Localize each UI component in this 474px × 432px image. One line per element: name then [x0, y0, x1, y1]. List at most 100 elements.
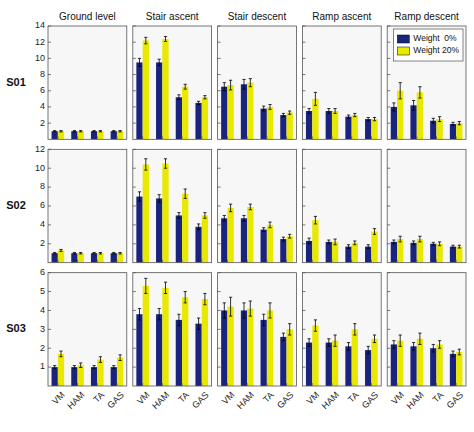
x-tick: [416, 260, 417, 263]
error-bar: [373, 117, 376, 120]
error-bar: [458, 245, 461, 248]
y-tick: [133, 243, 136, 244]
bar: [371, 119, 377, 139]
bar: [195, 227, 201, 263]
x-tick: [312, 260, 313, 263]
plot-frame: [218, 149, 297, 262]
marks: [306, 92, 378, 139]
x-tick: [77, 260, 78, 263]
bar: [450, 354, 456, 386]
error-bar: [288, 234, 291, 238]
x-tick-label: TA: [346, 390, 361, 405]
bar: [136, 314, 142, 386]
error-bar: [164, 159, 167, 168]
bar: [117, 358, 123, 386]
bar: [371, 232, 377, 263]
y-tick-label: 2: [40, 238, 45, 248]
marks: [52, 351, 124, 386]
x-tick: [331, 383, 332, 386]
x-tick: [247, 260, 248, 263]
bar: [410, 243, 416, 263]
error-bar: [59, 351, 62, 357]
bar: [391, 107, 397, 139]
x-tick: [162, 383, 163, 386]
error-bar: [73, 252, 76, 254]
y-tick-label: 4: [40, 305, 45, 315]
x-tick: [227, 136, 228, 139]
bar: [417, 92, 423, 139]
bar: [162, 288, 168, 386]
y-tick: [48, 310, 51, 311]
x-tick: [397, 136, 398, 139]
panel: 24681012S02: [6, 144, 127, 263]
y-tick: [133, 224, 136, 225]
error-bar: [451, 122, 454, 125]
x-tick: [371, 136, 372, 139]
error-bar: [334, 109, 337, 114]
y-tick: [302, 106, 305, 107]
bar: [91, 367, 97, 386]
y-tick: [133, 123, 136, 124]
bar: [136, 62, 142, 139]
bar: [280, 239, 286, 263]
x-tick: [97, 260, 98, 263]
bar: [371, 339, 377, 386]
y-tick: [387, 26, 390, 27]
y-tick: [302, 187, 305, 188]
y-tick: [48, 106, 51, 107]
bar: [241, 84, 247, 139]
bar: [430, 244, 436, 263]
bar: [456, 352, 462, 386]
panel-title: Ramp ascent: [312, 11, 371, 22]
plot-frame: [48, 273, 127, 386]
y-tick: [302, 224, 305, 225]
bar: [287, 329, 293, 386]
plot-background: [302, 273, 381, 386]
x-tick-label: HAM: [150, 390, 171, 411]
bar: [97, 253, 103, 262]
error-bar: [229, 204, 232, 212]
plot-frame: [387, 149, 466, 262]
y-tick: [218, 243, 221, 244]
bar: [450, 247, 456, 263]
panel: Stair descent: [218, 11, 297, 139]
bar: [261, 320, 267, 386]
y-tick: [48, 187, 51, 188]
error-bar: [229, 297, 232, 316]
error-bar: [73, 366, 76, 369]
y-tick: [302, 243, 305, 244]
y-tick: [302, 42, 305, 43]
bar: [182, 297, 188, 386]
error-bar: [53, 366, 56, 369]
error-bar: [203, 96, 206, 99]
bar: [182, 194, 188, 263]
legend-swatch: [397, 47, 409, 55]
y-tick: [387, 243, 390, 244]
bar: [227, 307, 233, 386]
panel: [133, 149, 212, 262]
bar: [78, 131, 84, 139]
bar: [117, 131, 123, 139]
bar: [156, 62, 162, 139]
bar: [91, 253, 97, 262]
marks: [52, 131, 124, 140]
bar: [143, 286, 149, 386]
plot-background: [387, 149, 466, 262]
y-tick-label: 4: [40, 219, 45, 229]
error-bar: [119, 131, 122, 132]
y-tick: [387, 58, 390, 59]
panel: Ramp descentWeight 0%Weight 20%: [387, 11, 466, 139]
error-bar: [158, 195, 161, 203]
y-tick: [218, 310, 221, 311]
x-tick: [162, 136, 163, 139]
error-bar: [242, 303, 245, 318]
y-tick: [387, 149, 390, 150]
error-bar: [59, 131, 62, 132]
panel: [387, 149, 466, 262]
y-tick: [387, 42, 390, 43]
x-tick-label: HAM: [320, 390, 341, 411]
x-tick: [201, 260, 202, 263]
x-tick: [397, 260, 398, 263]
error-bar: [353, 324, 356, 335]
legend-label: Weight 0%: [413, 33, 457, 43]
